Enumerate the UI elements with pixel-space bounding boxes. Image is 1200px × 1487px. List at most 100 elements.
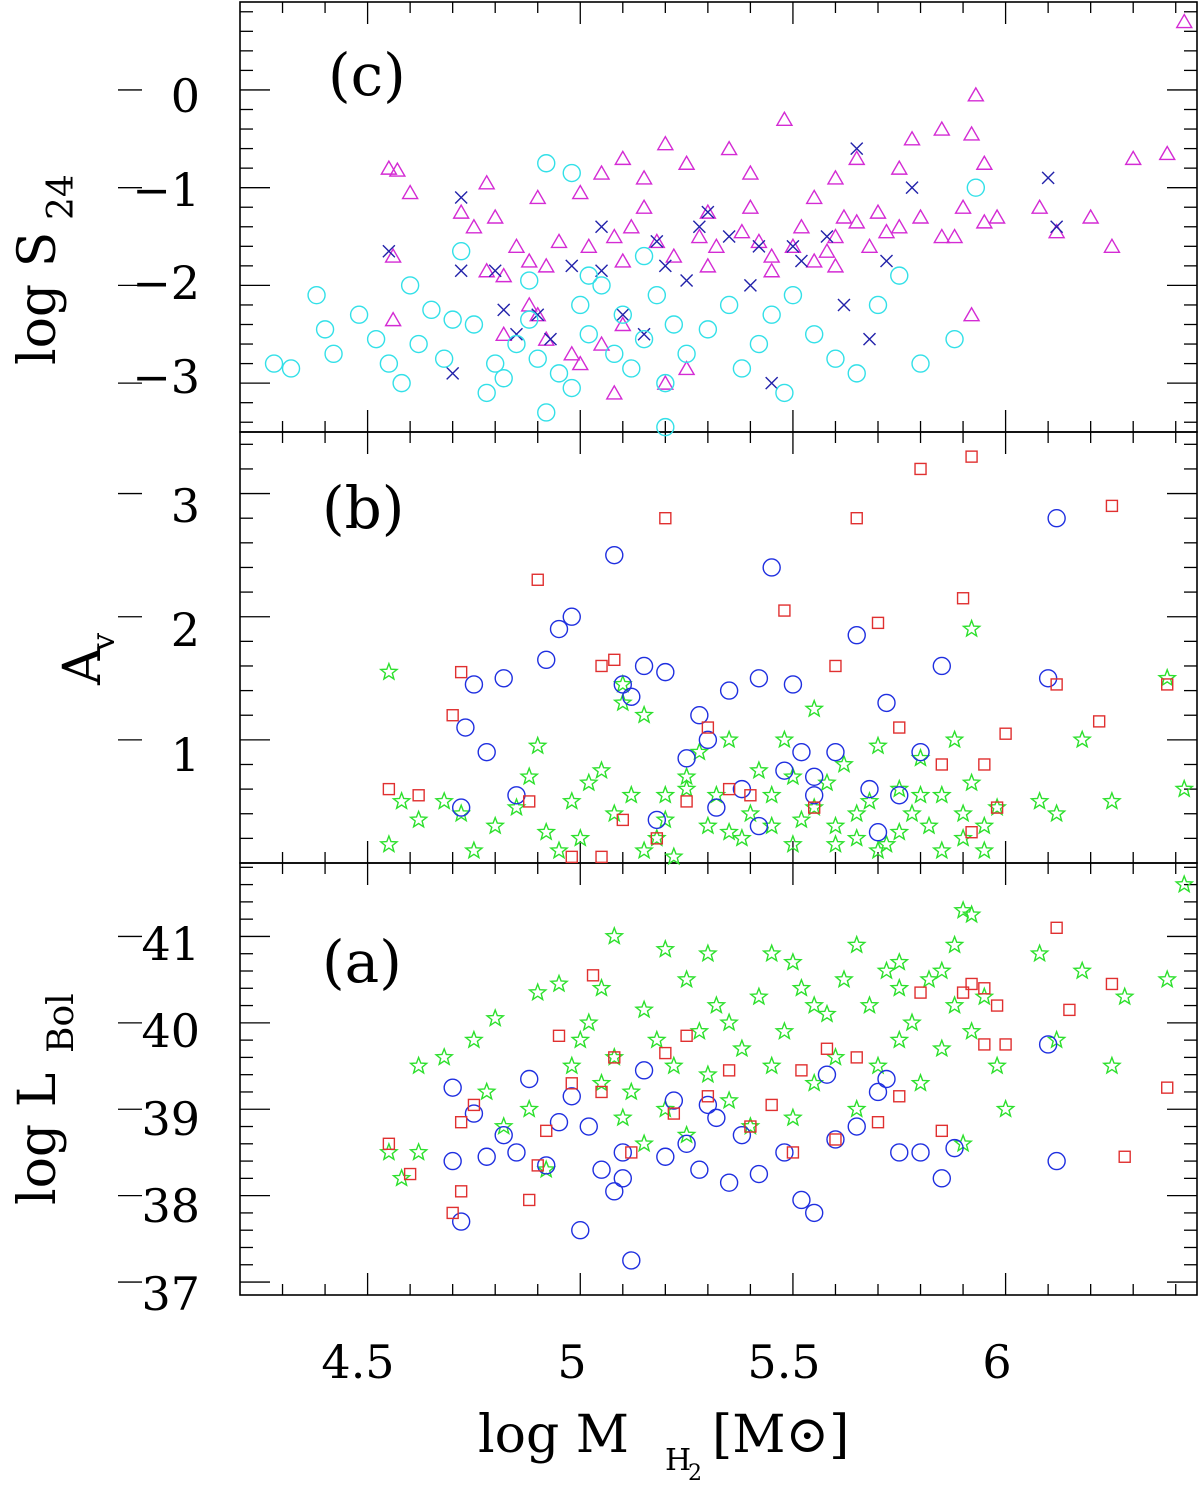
panel-a-squares-point-1 bbox=[403, 1167, 417, 1181]
panel-c-circles-point-41 bbox=[805, 325, 824, 344]
panel-b-squares-point-14 bbox=[744, 789, 757, 802]
panel-b-circles-point-3 bbox=[477, 742, 496, 762]
panel-c-circles-point-46 bbox=[911, 354, 930, 373]
panel-c-circles-point-25 bbox=[592, 276, 611, 295]
panel-c-triangles-point-23 bbox=[945, 228, 964, 244]
panel-a-circles-point-33 bbox=[877, 1069, 896, 1089]
panel-c-crosses-point-11 bbox=[616, 308, 630, 322]
c-y-axis-title-main: log S bbox=[8, 232, 68, 365]
panel-b-squares-point-27 bbox=[999, 727, 1012, 740]
panel-b-squares-point-12 bbox=[701, 721, 715, 734]
panel-b-stars-point-27 bbox=[706, 784, 727, 804]
panel-c-triangles-point-75 bbox=[826, 169, 845, 185]
panel-b-squares-point-4 bbox=[531, 573, 544, 586]
panel-b-circles-point-18 bbox=[719, 681, 739, 700]
panel-a-squares-point-12 bbox=[595, 1085, 608, 1099]
panel-a-stars-point-9 bbox=[591, 977, 612, 997]
panel-a-squares-point-3 bbox=[454, 1185, 468, 1198]
panel-c-triangles-point-72 bbox=[635, 169, 653, 185]
panel-b-squares-point-7 bbox=[595, 659, 608, 673]
panel-c-triangles-point-65 bbox=[605, 384, 624, 400]
panel-c-triangles-point-42 bbox=[707, 237, 726, 254]
panel-a-circles-point-28 bbox=[805, 1203, 824, 1223]
panel-a-stars-point-38 bbox=[719, 1090, 740, 1110]
panel-b-stars-point-12 bbox=[548, 840, 570, 860]
panel-c-circles-point-37 bbox=[749, 334, 769, 354]
panel-a-circles-point-15 bbox=[613, 1169, 632, 1188]
panel-c-circles-point-53 bbox=[443, 310, 462, 329]
panel-b-stars-point-30 bbox=[740, 803, 761, 823]
panel-a-circles-point-12 bbox=[579, 1117, 598, 1136]
panel-c-circles-point-10 bbox=[422, 300, 441, 320]
panel-a-circles-point-29 bbox=[817, 1065, 837, 1084]
panel-c-circles-point-28 bbox=[622, 359, 641, 378]
panel-b-squares-point-0 bbox=[382, 782, 396, 796]
panel-a-stars-point-55 bbox=[902, 1012, 922, 1032]
panel-b-stars-point-38 bbox=[825, 815, 846, 835]
panel-b-stars-point-70 bbox=[846, 803, 867, 823]
panel-b-circles-point-11 bbox=[622, 687, 641, 706]
panel-c-triangles-point-39 bbox=[648, 233, 666, 249]
panel-a-squares-point-38 bbox=[1105, 977, 1119, 991]
panel-c-crosses-point-8 bbox=[565, 259, 579, 273]
b-y-axis-title-sub: v bbox=[84, 633, 122, 652]
panel-c-circles-point-43 bbox=[847, 364, 866, 383]
b-y-tick-label-3: 3 bbox=[171, 479, 200, 533]
panel-b-stars-point-73 bbox=[910, 784, 931, 804]
panel-a-squares-point-4 bbox=[454, 1115, 468, 1129]
panel-a-squares-point-34 bbox=[990, 999, 1004, 1012]
panel-b-stars-point-37 bbox=[817, 772, 837, 792]
panel-c-circles-point-1 bbox=[281, 359, 301, 378]
panel-b-squares-point-2 bbox=[446, 709, 459, 722]
panel-a-squares-point-7 bbox=[531, 1159, 544, 1172]
panel-b-stars-point-48 bbox=[931, 784, 952, 804]
panel-b-circles-point-12 bbox=[634, 656, 654, 676]
panel-a-stars-point-19 bbox=[476, 1081, 497, 1101]
panel-c-circles-point-44 bbox=[868, 295, 888, 315]
panel-a-squares-point-35 bbox=[999, 1038, 1012, 1051]
panel-c-triangles-point-51 bbox=[860, 237, 879, 254]
c-y-tick-label-m3: −3 bbox=[132, 350, 200, 404]
panel-a-stars-point-76 bbox=[846, 934, 867, 954]
panel-a-stars-point-28 bbox=[612, 1107, 633, 1127]
panel-c-triangles-point-44 bbox=[750, 233, 768, 249]
panel-a-circles-point-10 bbox=[562, 1087, 581, 1106]
panel-c-crosses-point-0 bbox=[382, 244, 396, 258]
panel-a-circles-point-0 bbox=[443, 1078, 462, 1097]
panel-c-triangles-point-10 bbox=[380, 159, 398, 175]
panel-c-circles-point-54 bbox=[520, 271, 539, 290]
panel-c-circles-point-12 bbox=[451, 242, 471, 261]
panel-c-crosses-point-29 bbox=[905, 181, 919, 195]
panel-c-crosses-point-21 bbox=[765, 376, 779, 390]
panel-b-circles-point-1 bbox=[456, 718, 475, 737]
panel-c-triangles-point-20 bbox=[835, 208, 853, 224]
panel-b-stars-point-59 bbox=[1174, 778, 1195, 798]
panel-a-circles-point-5 bbox=[494, 1125, 513, 1145]
panel-b-squares-point-32 bbox=[1092, 715, 1106, 728]
panel-a-circles-point-31 bbox=[847, 1117, 866, 1136]
panel-b-circles-point-0 bbox=[451, 798, 471, 817]
panel-c-triangles-point-61 bbox=[592, 335, 611, 351]
panel-b-stars-point-61 bbox=[634, 704, 655, 724]
a-y-tick-label-40: 40 bbox=[141, 1004, 200, 1058]
panel-b-stars-point-14 bbox=[570, 827, 591, 847]
a-y-axis-title: log L Bol bbox=[8, 993, 82, 1205]
panel-b-stars-point-56 bbox=[1072, 729, 1093, 749]
panel-a-circles-point-19 bbox=[664, 1091, 684, 1110]
panel-a-squares-point-15 bbox=[659, 1046, 672, 1060]
panel-c-circles-point-27 bbox=[613, 305, 632, 324]
panel-a-stars-point-70 bbox=[1157, 969, 1178, 989]
panel-c-circles-point-47 bbox=[945, 329, 964, 349]
panel-c-crosses-point-18 bbox=[722, 230, 736, 244]
panel-c-crosses-point-23 bbox=[794, 254, 808, 268]
panel-a-stars-point-65 bbox=[1029, 943, 1050, 963]
panel-a-stars-point-5 bbox=[782, 951, 803, 971]
panel-a-stars-point-35 bbox=[689, 1021, 710, 1041]
panel-b-squares-point-21 bbox=[914, 462, 927, 476]
panel-b-stars-point-63 bbox=[676, 766, 697, 786]
panel-a-circles-point-7 bbox=[520, 1069, 539, 1089]
panel-c-triangles-point-56 bbox=[975, 213, 994, 229]
a-y-axis-title-main: log L bbox=[8, 1073, 68, 1205]
panel-a-stars-point-64 bbox=[995, 1098, 1016, 1118]
